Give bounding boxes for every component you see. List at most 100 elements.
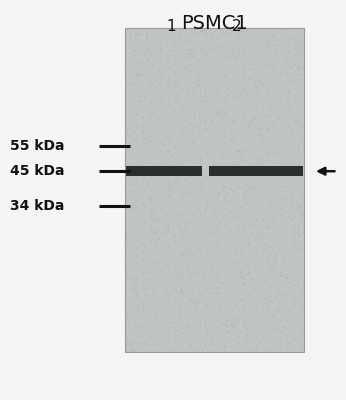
Point <box>168 246 173 252</box>
Point <box>175 139 180 145</box>
Point <box>133 37 138 43</box>
Point <box>131 174 136 181</box>
Point <box>202 154 207 160</box>
Point <box>258 328 264 334</box>
Point <box>292 226 298 232</box>
Point <box>266 42 271 48</box>
Point <box>258 241 264 247</box>
Point <box>187 86 192 93</box>
Point <box>217 130 222 136</box>
Point <box>136 302 142 309</box>
Point <box>219 162 225 168</box>
Point <box>262 62 267 69</box>
Point <box>274 35 280 41</box>
Point <box>243 320 248 326</box>
Point <box>143 296 148 303</box>
Point <box>281 198 286 204</box>
Point <box>225 144 231 151</box>
Point <box>209 34 215 41</box>
Point <box>149 187 154 193</box>
Point <box>206 127 211 133</box>
Point <box>141 131 146 137</box>
Point <box>284 150 289 157</box>
Point <box>259 245 264 251</box>
Point <box>138 42 143 48</box>
Point <box>281 284 287 290</box>
Point <box>146 349 151 355</box>
Point <box>270 213 275 219</box>
Point <box>133 110 139 116</box>
Point <box>246 63 252 69</box>
Point <box>197 75 202 81</box>
Point <box>167 67 172 73</box>
Point <box>149 128 155 134</box>
Point <box>229 50 234 57</box>
Point <box>134 289 140 295</box>
Point <box>216 189 222 195</box>
Point <box>249 48 255 55</box>
Point <box>252 171 257 177</box>
Point <box>126 204 131 210</box>
Point <box>188 50 194 57</box>
Point <box>164 324 169 331</box>
Point <box>198 79 204 86</box>
Point <box>226 217 231 224</box>
Point <box>217 252 222 259</box>
Point <box>262 300 267 307</box>
Point <box>251 347 256 353</box>
Point <box>221 69 227 76</box>
Point <box>276 307 282 313</box>
Point <box>170 222 175 228</box>
Point <box>152 287 157 293</box>
Point <box>186 108 192 114</box>
Point <box>192 304 198 310</box>
Point <box>196 158 202 165</box>
Point <box>151 130 156 137</box>
Point <box>135 253 140 259</box>
Point <box>231 317 237 323</box>
Point <box>202 320 207 326</box>
Point <box>300 210 306 217</box>
Point <box>147 254 152 260</box>
Point <box>150 229 155 236</box>
Point <box>300 80 306 86</box>
Point <box>204 70 210 77</box>
Point <box>300 50 305 56</box>
Point <box>292 74 297 80</box>
Point <box>277 57 283 63</box>
Point <box>235 268 240 275</box>
Point <box>135 215 140 221</box>
Point <box>274 85 280 91</box>
Point <box>212 250 218 256</box>
Point <box>267 216 272 223</box>
Point <box>271 34 276 40</box>
Point <box>122 64 128 70</box>
Point <box>243 344 248 350</box>
Point <box>173 78 179 85</box>
Point <box>162 30 168 36</box>
Point <box>246 270 252 276</box>
Point <box>234 118 239 125</box>
Point <box>225 317 230 324</box>
Point <box>204 335 210 341</box>
Point <box>122 43 128 49</box>
Point <box>262 188 267 194</box>
Point <box>286 348 291 354</box>
Point <box>256 299 261 305</box>
Point <box>247 67 253 73</box>
Point <box>158 199 164 205</box>
Point <box>264 151 269 157</box>
Point <box>215 108 220 115</box>
Point <box>177 289 183 295</box>
Point <box>203 126 209 132</box>
Point <box>212 212 218 218</box>
Point <box>231 50 237 57</box>
Point <box>141 306 146 313</box>
Point <box>144 104 149 110</box>
Point <box>258 144 263 150</box>
Point <box>210 251 215 258</box>
Point <box>170 199 175 205</box>
Point <box>247 103 253 109</box>
Point <box>267 38 273 44</box>
Point <box>161 72 166 78</box>
